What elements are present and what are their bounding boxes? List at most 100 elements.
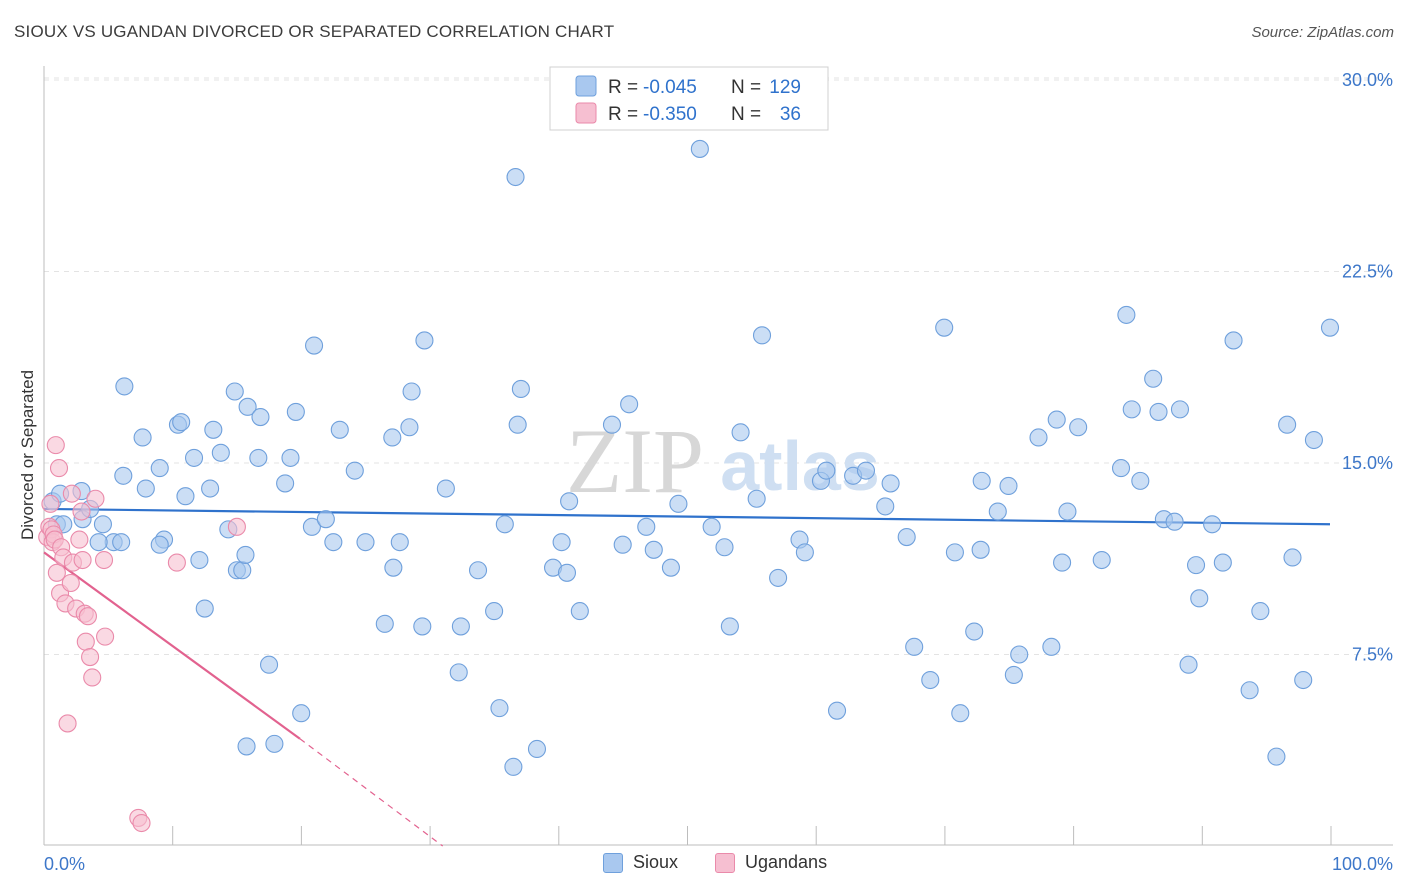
data-point-sioux (150, 535, 169, 554)
data-point-sioux (905, 637, 924, 656)
legend-item-sioux[interactable]: Sioux (603, 852, 678, 873)
data-point-sioux (356, 533, 375, 552)
data-point-sioux (201, 479, 220, 498)
data-point-sioux (1058, 502, 1077, 521)
chart-title: SIOUX VS UGANDAN DIVORCED OR SEPARATED C… (14, 22, 615, 41)
data-point-ugandans (78, 607, 97, 626)
data-point-sioux (190, 550, 209, 570)
x-tick-label-max: 100.0% (1332, 854, 1393, 874)
data-point-sioux (383, 428, 402, 447)
data-point-ugandans (86, 489, 105, 508)
data-point-sioux (204, 420, 223, 439)
legend-n-label-sioux: N = (731, 77, 761, 98)
y-tick-label: 22.5% (1342, 262, 1393, 282)
data-point-sioux (644, 540, 663, 559)
y-tick-label: 15.0% (1342, 453, 1393, 473)
x-tick-label-min: 0.0% (44, 854, 85, 874)
data-point-sioux (1203, 515, 1222, 534)
data-point-ugandans (70, 530, 89, 549)
data-point-sioux (504, 757, 523, 776)
legend-r-label-sioux: R = (608, 77, 638, 98)
data-point-sioux (449, 663, 468, 682)
data-points (38, 139, 1340, 833)
data-point-sioux (881, 474, 900, 493)
data-point-sioux (731, 423, 750, 442)
legend-swatch-sioux-bottom (603, 852, 623, 873)
data-point-sioux (468, 561, 488, 580)
data-point-ugandans (49, 459, 69, 478)
data-point-sioux (345, 461, 364, 480)
data-point-ugandans (76, 632, 95, 651)
data-point-sioux (1111, 459, 1131, 478)
data-point-sioux (817, 461, 836, 480)
watermark-atlas: atlas (720, 427, 880, 505)
legend-bottom: Sioux Ugandans (0, 852, 1406, 878)
legend-n-label-ugandans: N = (731, 104, 761, 125)
data-point-sioux (935, 318, 954, 337)
data-point-sioux (669, 494, 688, 513)
data-point-sioux (115, 377, 134, 396)
data-point-sioux (495, 515, 514, 534)
data-point-sioux (511, 379, 530, 399)
data-point-sioux (249, 448, 268, 467)
data-point-sioux (1092, 550, 1111, 570)
legend-swatch-sioux (575, 75, 597, 97)
data-point-sioux (1278, 415, 1297, 434)
data-point-sioux (1190, 589, 1209, 608)
data-point-sioux (93, 515, 112, 534)
data-point-sioux (451, 617, 470, 636)
data-point-sioux (1122, 400, 1141, 419)
legend-r-value-ugandans: -0.350 (643, 104, 697, 125)
legend-swatch-ugandans-bottom (715, 852, 735, 873)
data-point-sioux (238, 397, 257, 416)
series-sioux (43, 139, 1340, 776)
data-point-sioux (259, 655, 279, 674)
data-point-sioux (176, 487, 195, 506)
data-point-sioux (988, 502, 1007, 521)
legend-r-label-ugandans: R = (608, 104, 638, 125)
series-ugandans (38, 436, 246, 833)
legend-swatch-ugandans (575, 102, 597, 124)
data-point-sioux (1165, 512, 1184, 531)
data-point-sioux (1251, 602, 1270, 621)
data-point-sioux (316, 510, 335, 529)
data-point-sioux (251, 407, 270, 427)
legend-top: R = -0.045 N = 129 R = -0.350 N = 36 (549, 66, 829, 131)
data-point-sioux (400, 418, 419, 437)
data-point-sioux (1170, 400, 1190, 419)
y-tick-label: 7.5% (1352, 645, 1393, 665)
data-point-sioux (150, 459, 169, 478)
trend-line-ugandans (43, 551, 301, 740)
data-point-sioux (921, 670, 940, 690)
data-point-sioux (390, 533, 409, 552)
data-point-sioux (1010, 645, 1029, 664)
data-point-sioux (972, 471, 991, 490)
data-point-sioux (1047, 410, 1066, 429)
data-point-sioux (1144, 369, 1163, 388)
data-point-sioux (965, 622, 984, 641)
data-point-ugandans (73, 550, 92, 570)
data-point-sioux (876, 497, 895, 516)
data-point-sioux (971, 540, 990, 559)
data-point-sioux (485, 602, 504, 621)
data-point-sioux (1029, 428, 1048, 447)
data-point-sioux (237, 737, 256, 756)
legend-r-value-sioux: -0.045 (643, 77, 697, 98)
legend-label-sioux: Sioux (633, 852, 679, 872)
data-point-ugandans (41, 494, 60, 513)
data-point-sioux (225, 382, 244, 401)
data-point-ugandans (94, 550, 114, 570)
data-point-sioux (557, 563, 577, 582)
data-point-sioux (281, 448, 300, 467)
legend-item-ugandans[interactable]: Ugandans (715, 852, 827, 873)
data-point-sioux (413, 617, 432, 636)
data-point-ugandans (96, 627, 115, 646)
axes (43, 66, 1393, 846)
data-point-ugandans (83, 668, 102, 687)
data-point-sioux (720, 617, 739, 636)
data-point-sioux (752, 326, 772, 345)
data-point-sioux (613, 535, 632, 554)
data-point-sioux (184, 448, 204, 467)
data-point-sioux (114, 466, 133, 485)
data-point-sioux (1186, 556, 1206, 575)
